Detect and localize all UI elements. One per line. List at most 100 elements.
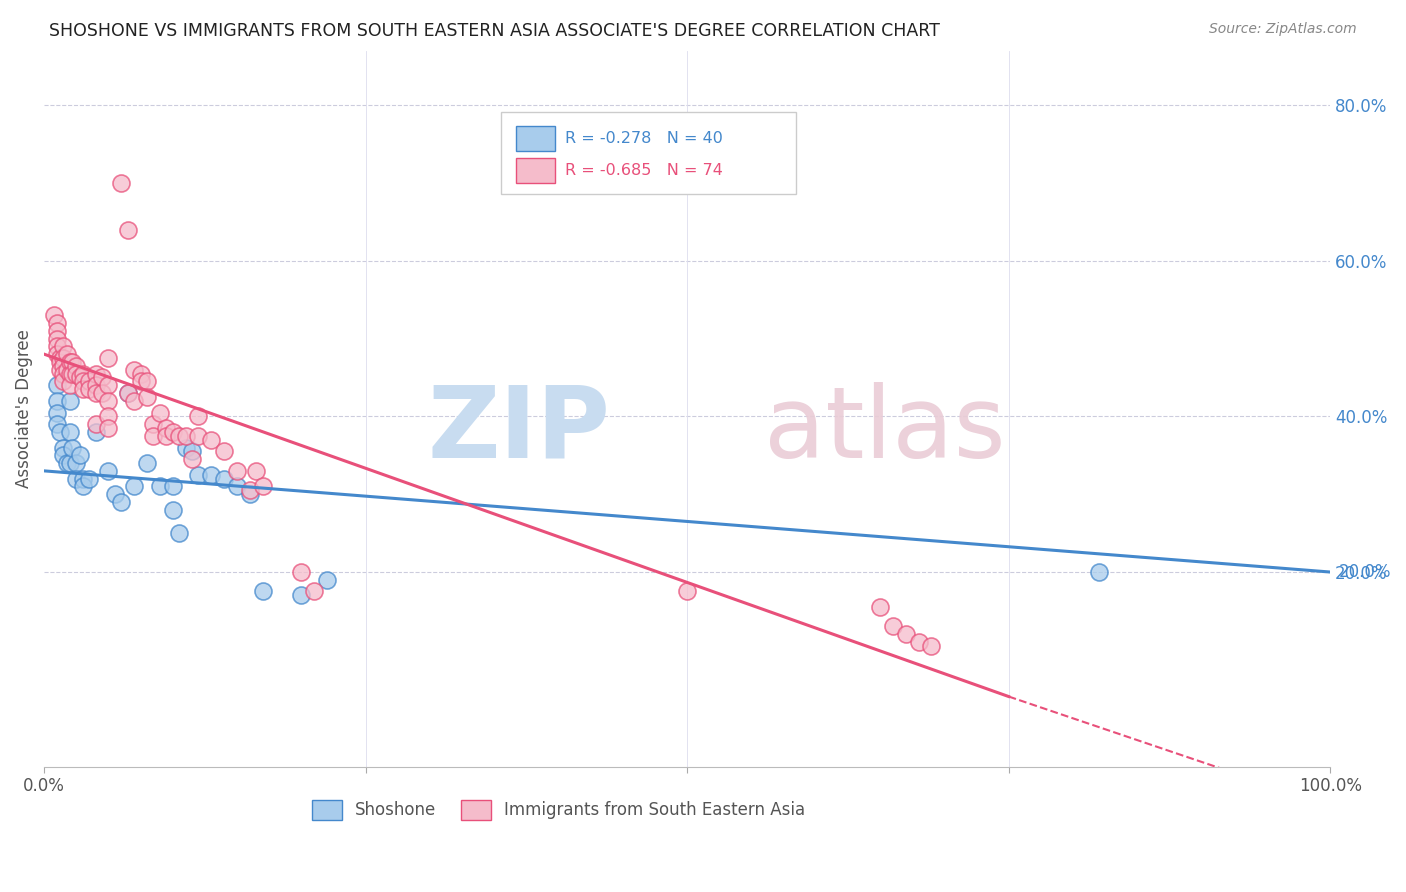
Point — [52, 441, 75, 455]
Point — [174, 429, 197, 443]
Point — [59, 355, 82, 369]
Point — [239, 483, 262, 498]
Point — [97, 378, 120, 392]
Point — [56, 362, 79, 376]
Point — [59, 456, 82, 470]
Point — [48, 425, 70, 439]
Point — [117, 222, 139, 236]
Point — [212, 472, 235, 486]
Point — [187, 429, 209, 443]
Point — [72, 472, 94, 486]
Point — [56, 456, 79, 470]
Point — [69, 448, 91, 462]
Point — [882, 619, 904, 633]
Point — [72, 367, 94, 381]
Point — [290, 565, 312, 579]
Point — [187, 467, 209, 482]
Text: SHOSHONE VS IMMIGRANTS FROM SOUTH EASTERN ASIA ASSOCIATE'S DEGREE CORRELATION CH: SHOSHONE VS IMMIGRANTS FROM SOUTH EASTER… — [49, 22, 941, 40]
Point — [46, 316, 69, 330]
Point — [181, 452, 204, 467]
Bar — [516, 158, 555, 183]
Point — [65, 456, 87, 470]
Point — [97, 409, 120, 424]
Point — [48, 362, 70, 376]
Point — [48, 351, 70, 365]
Point — [52, 339, 75, 353]
Point — [167, 526, 190, 541]
Point — [252, 584, 274, 599]
Point — [69, 370, 91, 384]
Bar — [516, 126, 555, 151]
Point — [60, 441, 83, 455]
Point — [187, 409, 209, 424]
Text: R = -0.685   N = 74: R = -0.685 N = 74 — [565, 162, 723, 178]
Point — [84, 417, 107, 432]
Point — [239, 487, 262, 501]
Point — [97, 393, 120, 408]
Point — [60, 367, 83, 381]
Point — [149, 479, 172, 493]
Point — [174, 441, 197, 455]
Text: ZIP: ZIP — [427, 382, 610, 479]
Point — [245, 464, 267, 478]
Point — [91, 370, 114, 384]
Point — [56, 347, 79, 361]
Point — [97, 421, 120, 435]
Point — [60, 355, 83, 369]
Point — [91, 386, 114, 401]
Point — [110, 495, 132, 509]
Text: 20.0%: 20.0% — [1339, 563, 1391, 581]
Point — [84, 367, 107, 381]
Point — [162, 479, 184, 493]
Point — [46, 405, 69, 419]
Point — [46, 347, 69, 361]
Point — [181, 444, 204, 458]
Point — [77, 472, 100, 486]
Point — [676, 584, 699, 599]
Point — [59, 378, 82, 392]
Point — [162, 425, 184, 439]
Point — [46, 339, 69, 353]
Point — [59, 393, 82, 408]
Point — [48, 355, 70, 369]
Point — [77, 382, 100, 396]
Point — [226, 479, 249, 493]
Point — [907, 635, 929, 649]
Point — [117, 386, 139, 401]
Point — [1087, 565, 1109, 579]
Point — [97, 464, 120, 478]
Point — [72, 382, 94, 396]
Point — [46, 378, 69, 392]
Point — [136, 456, 159, 470]
Point — [894, 627, 917, 641]
Point — [129, 375, 152, 389]
Point — [226, 464, 249, 478]
Point — [104, 487, 127, 501]
Point — [59, 367, 82, 381]
Point — [59, 425, 82, 439]
Point — [52, 367, 75, 381]
Point — [921, 639, 943, 653]
Point — [869, 600, 891, 615]
Point — [136, 390, 159, 404]
Text: R = -0.278   N = 40: R = -0.278 N = 40 — [565, 130, 723, 145]
Point — [117, 386, 139, 401]
Point — [155, 421, 177, 435]
Point — [129, 367, 152, 381]
Point — [122, 393, 145, 408]
Point — [52, 351, 75, 365]
Point — [84, 386, 107, 401]
Point — [200, 467, 222, 482]
Point — [290, 588, 312, 602]
Point — [84, 378, 107, 392]
Text: atlas: atlas — [765, 382, 1005, 479]
Point — [72, 479, 94, 493]
Point — [46, 324, 69, 338]
Point — [162, 503, 184, 517]
Point — [252, 479, 274, 493]
Y-axis label: Associate's Degree: Associate's Degree — [15, 329, 32, 488]
Point — [110, 176, 132, 190]
Point — [52, 375, 75, 389]
Point — [122, 362, 145, 376]
Point — [142, 417, 165, 432]
